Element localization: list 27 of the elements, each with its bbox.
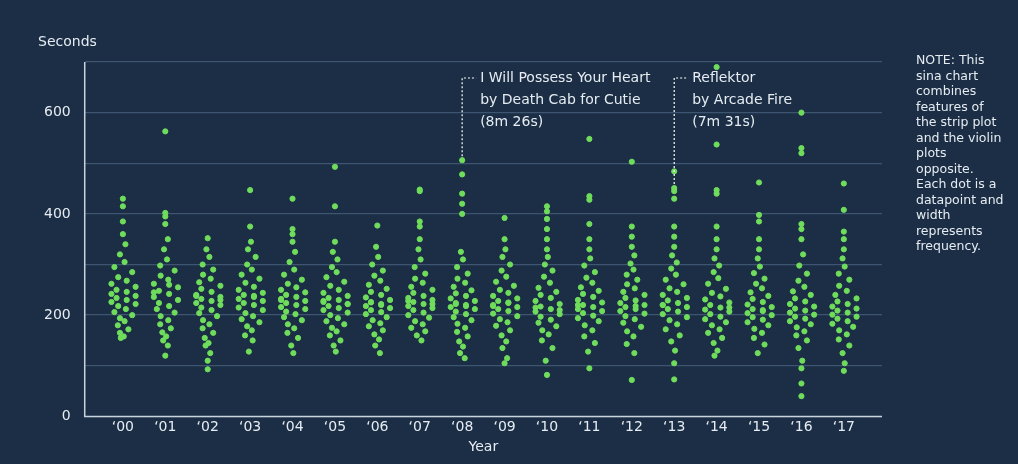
- x-tick-label: ‘15: [747, 418, 771, 435]
- annotation: I Will Possess Your Heart by Death Cab for Cutie (8m 26s): [480, 68, 651, 129]
- x-tick-label: ‘10: [535, 418, 559, 435]
- x-tick-label: ‘00: [111, 418, 135, 435]
- x-tick-label: ‘08: [451, 418, 474, 435]
- x-tick-label: ‘13: [663, 418, 686, 435]
- y-tick-label: 400: [43, 204, 71, 221]
- x-tick-label: ‘04: [281, 418, 304, 435]
- annotation: Reflektor by Arcade Fire (7m 31s): [692, 68, 793, 129]
- x-tick-label: ‘12: [620, 418, 643, 435]
- y-tick-label: 0: [61, 407, 71, 424]
- x-axis-title: Year: [467, 438, 499, 455]
- x-tick-label: ‘09: [493, 418, 516, 435]
- x-tick-label: ‘03: [238, 418, 262, 435]
- x-tick-label: ‘06: [366, 418, 389, 435]
- x-tick-label: ‘01: [154, 418, 177, 435]
- y-tick-label: 200: [43, 305, 71, 322]
- x-tick-label: ‘14: [705, 418, 728, 435]
- x-tick-label: ‘16: [790, 418, 813, 435]
- x-tick-label: ‘07: [408, 418, 431, 435]
- x-tick-label: ‘02: [196, 418, 219, 435]
- x-tick-label: ‘11: [578, 418, 601, 435]
- x-tick-label: ‘05: [323, 418, 347, 435]
- x-tick-label: ‘17: [832, 418, 855, 435]
- y-tick-label: 600: [43, 103, 71, 120]
- text: NOTE: This sina chart combines features of the strip plot and the violin plots opposite. Each dot is a datapoint and width represents frequency.: [916, 52, 1004, 253]
- y-axis-title: Seconds: [38, 33, 97, 49]
